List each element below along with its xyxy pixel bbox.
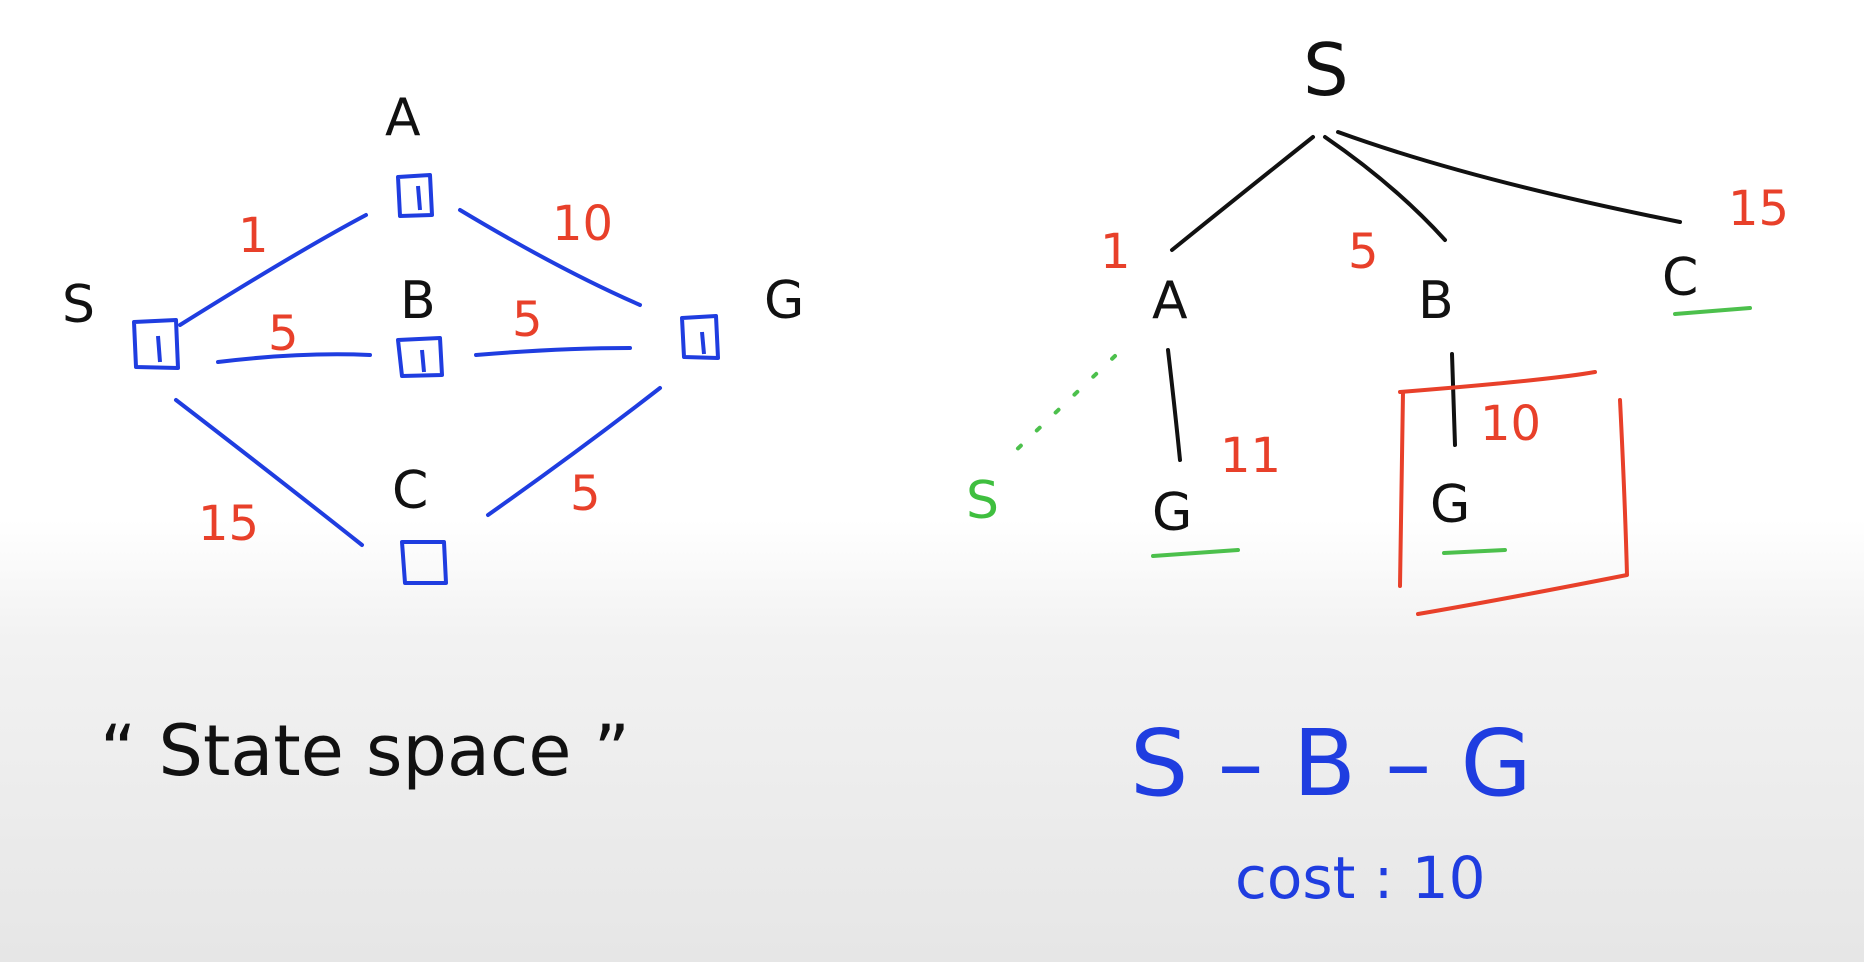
tree-edge-s-a: [1170, 135, 1315, 252]
tree-node-a-g: G: [1152, 483, 1192, 543]
marker-underline-b-g: [1442, 548, 1507, 555]
tree-cost-b: 5: [1348, 224, 1379, 280]
node-label-s: S: [62, 275, 95, 335]
node-box-a: [396, 173, 434, 218]
tree-cost-b-g: 10: [1480, 396, 1541, 452]
tree-node-a-s: S: [966, 471, 999, 531]
node-label-g: G: [764, 271, 804, 331]
tree-edge-s-c: [1336, 130, 1682, 224]
tree-cost-c: 15: [1728, 181, 1789, 237]
tree-cost-a: 1: [1100, 224, 1131, 280]
result-path: S – B – G: [1130, 710, 1532, 817]
node-label-c: C: [392, 461, 428, 521]
marker-underline-a-g: [1151, 548, 1240, 558]
node-box-b: [396, 336, 444, 378]
tree-edge-a-s-dotted: [1008, 354, 1117, 458]
node-box-s: [132, 318, 180, 370]
tree-root-s: S: [1303, 28, 1349, 112]
state-space-caption: “ State space ”: [100, 710, 630, 792]
goal-highlight-box: [1398, 370, 1629, 616]
node-box-c: [400, 540, 448, 585]
edge-s-b: [216, 352, 372, 364]
cost-a-g: 10: [552, 196, 613, 252]
edge-b-g: [474, 346, 632, 357]
edge-s-c: [174, 398, 364, 547]
cost-c-g: 5: [570, 466, 601, 522]
cost-s-a: 1: [238, 208, 269, 264]
tree-node-b: B: [1418, 271, 1454, 331]
result-cost: cost : 10: [1235, 844, 1486, 912]
node-label-b: B: [400, 271, 436, 331]
node-box-g: [680, 314, 720, 360]
state-space-graph: S A B C G 1 5 15 10 5 5: [62, 88, 804, 585]
marker-underline-c: [1673, 306, 1752, 316]
edge-s-a: [178, 213, 368, 327]
edge-c-g: [486, 386, 662, 517]
tree-node-a: A: [1152, 271, 1188, 331]
tree-edge-b-g: [1450, 352, 1457, 447]
edge-a-g: [458, 208, 642, 307]
tree-cost-a-g: 11: [1220, 428, 1281, 484]
cost-s-c: 15: [198, 496, 259, 552]
tree-node-b-g: G: [1430, 475, 1470, 535]
tree-edge-s-b: [1323, 135, 1447, 242]
cost-b-g: 5: [512, 292, 543, 348]
node-label-a: A: [385, 88, 421, 148]
tree-edge-a-g: [1166, 348, 1182, 462]
cost-s-b: 5: [268, 306, 299, 362]
tree-node-c: C: [1662, 248, 1698, 308]
search-tree: S A B C 1 5 15 G 11 S G 10: [966, 28, 1789, 616]
